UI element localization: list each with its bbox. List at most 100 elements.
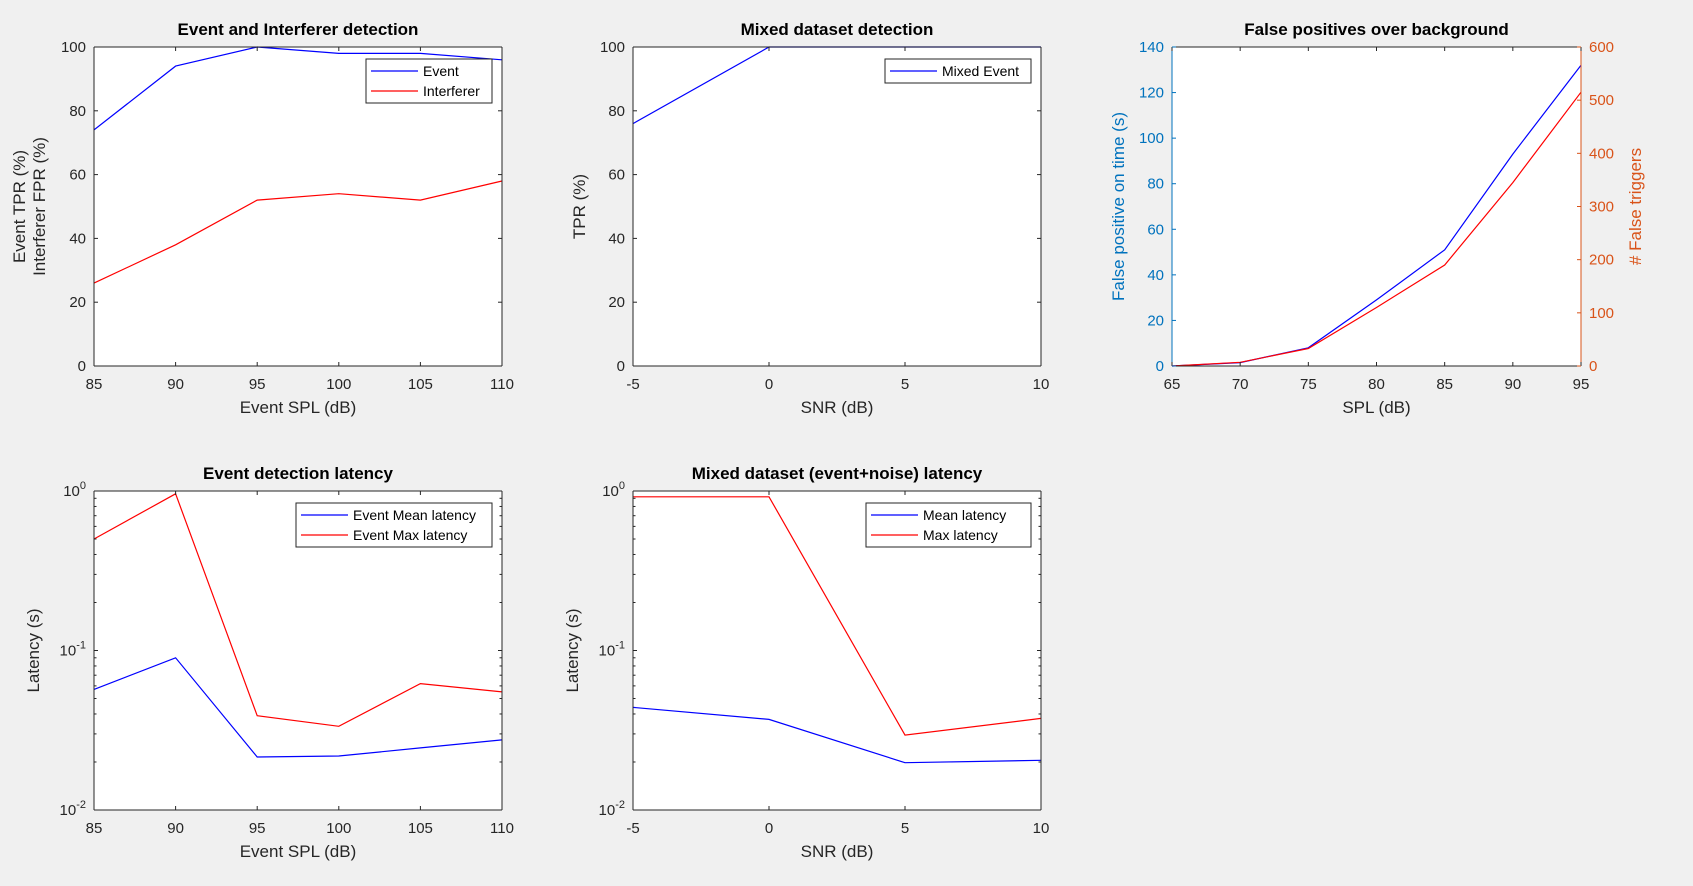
legend-entry: Event Mean latency	[353, 507, 476, 523]
y-tick-exponent: -2	[76, 799, 86, 811]
series-line-mean-latency	[632, 706, 1042, 764]
x-tick-label: 95	[249, 820, 266, 837]
x-axis-label: SNR (dB)	[801, 842, 874, 861]
y-tick-label: 10-1	[60, 640, 86, 660]
x-tick-label: 90	[167, 376, 184, 393]
y-tick-label: 60	[69, 167, 86, 184]
y-right-tick-label: 100	[1589, 305, 1614, 322]
y-tick-label: 40	[69, 230, 86, 247]
y-tick-label: 40	[1147, 267, 1164, 284]
x-tick-label: 5	[901, 820, 909, 837]
legend-box	[865, 502, 1032, 548]
legend-box	[365, 58, 493, 104]
y-tick-label: 100	[61, 39, 86, 56]
x-axis-label: Event SPL (dB)	[240, 398, 357, 417]
y-tick-label: 120	[1139, 85, 1164, 102]
y-tick-label: 80	[69, 103, 86, 120]
y-tick-label: 20	[69, 294, 86, 311]
x-tick-label: 90	[167, 820, 184, 837]
y-tick-label: 80	[1147, 176, 1164, 193]
legend: Mixed Event	[884, 58, 1032, 84]
y-axis-label: False positive on time (s)	[1109, 112, 1128, 301]
y-axis-label: Latency (s)	[563, 608, 582, 692]
x-tick-label: 95	[1573, 376, 1590, 393]
legend: Event Mean latency Event Max latency	[295, 502, 493, 548]
chart-title: Mixed dataset (event+noise) latency	[692, 464, 983, 483]
y-axis-label: Latency (s)	[24, 608, 43, 692]
y-tick-label: 10-2	[60, 799, 86, 819]
x-tick-label: 105	[408, 376, 433, 393]
y-tick-exponent: 0	[619, 480, 625, 492]
y-tick-exponent: -1	[76, 640, 86, 652]
chart-p1: 85 90 95 100 105 110 0 20 40 60 80 100 Event and Int…	[10, 20, 514, 417]
y-tick-base: 10	[60, 802, 77, 819]
y-right-tick-label: 400	[1589, 145, 1614, 162]
x-tick-label: 85	[1436, 376, 1453, 393]
y-axis-label: TPR (%)	[570, 174, 589, 239]
legend-entry: Mixed Event	[942, 63, 1019, 79]
x-tick-label: -5	[626, 820, 639, 837]
x-tick-label: -5	[626, 376, 639, 393]
y-tick-base: 10	[602, 483, 619, 500]
chart-title: Event detection latency	[203, 464, 393, 483]
x-tick-label: 100	[326, 820, 351, 837]
x-tick-label: 70	[1232, 376, 1249, 393]
y-tick-label: 100	[63, 480, 86, 500]
y-tick-base: 10	[599, 802, 616, 819]
y-tick-base: 10	[63, 483, 80, 500]
y-tick-base: 10	[60, 643, 77, 660]
y-tick-label: 0	[1156, 358, 1164, 375]
series-line-event-max-latency	[93, 492, 503, 727]
chart-p3: 65 70 75 80 85 90 9502040608010012014001002003…	[1109, 20, 1645, 417]
series-line-event-mean-latency	[93, 657, 503, 758]
y-tick-label: 0	[617, 358, 625, 375]
y-tick-label: 20	[608, 294, 625, 311]
legend-entry: Interferer	[423, 83, 480, 99]
x-tick-label: 95	[249, 376, 266, 393]
y-axis-label: Interferer FPR (%)	[30, 137, 49, 276]
x-tick-label: 10	[1033, 820, 1050, 837]
series-line-event	[93, 46, 503, 131]
legend-entry: Max latency	[923, 527, 998, 543]
x-tick-label: 100	[326, 376, 351, 393]
plot-area	[633, 47, 1041, 366]
plot-area	[1172, 47, 1581, 366]
x-tick-label: 85	[86, 376, 103, 393]
series-line-max-latency	[633, 496, 1042, 736]
x-tick-label: 5	[901, 376, 909, 393]
y-tick-label: 40	[608, 230, 625, 247]
legend-entry: Event	[423, 63, 459, 79]
x-tick-label: 65	[1164, 376, 1181, 393]
y-right-axis-label: # False triggers	[1626, 148, 1645, 265]
x-axis-label: SNR (dB)	[801, 398, 874, 417]
legend-entry: Mean latency	[923, 507, 1006, 523]
x-axis-label: SPL (dB)	[1342, 398, 1410, 417]
y-tick-base: 10	[599, 643, 616, 660]
y-tick-label: 10-1	[599, 640, 625, 660]
y-tick-label: 0	[78, 358, 86, 375]
chart-title: Event and Interferer detection	[178, 20, 419, 39]
y-tick-exponent: -2	[615, 799, 625, 811]
y-tick-label: 20	[1147, 312, 1164, 329]
x-tick-label: 80	[1368, 376, 1385, 393]
y-tick-label: 80	[608, 103, 625, 120]
series-line-interferer	[93, 180, 503, 284]
y-tick-exponent: 0	[80, 480, 86, 492]
x-tick-label: 0	[765, 376, 773, 393]
x-tick-label: 75	[1300, 376, 1317, 393]
x-tick-label: 105	[408, 820, 433, 837]
y-tick-label: 140	[1139, 39, 1164, 56]
x-tick-label: 85	[86, 820, 103, 837]
x-tick-label: 0	[765, 820, 773, 837]
y-right-tick-label: 0	[1589, 358, 1597, 375]
y-tick-label: 60	[1147, 221, 1164, 238]
y-tick-label: 100	[600, 39, 625, 56]
x-tick-label: 110	[490, 376, 514, 393]
y-tick-label: 100	[602, 480, 625, 500]
x-tick-label: 10	[1033, 376, 1050, 393]
y-tick-label: 10-2	[599, 799, 625, 819]
